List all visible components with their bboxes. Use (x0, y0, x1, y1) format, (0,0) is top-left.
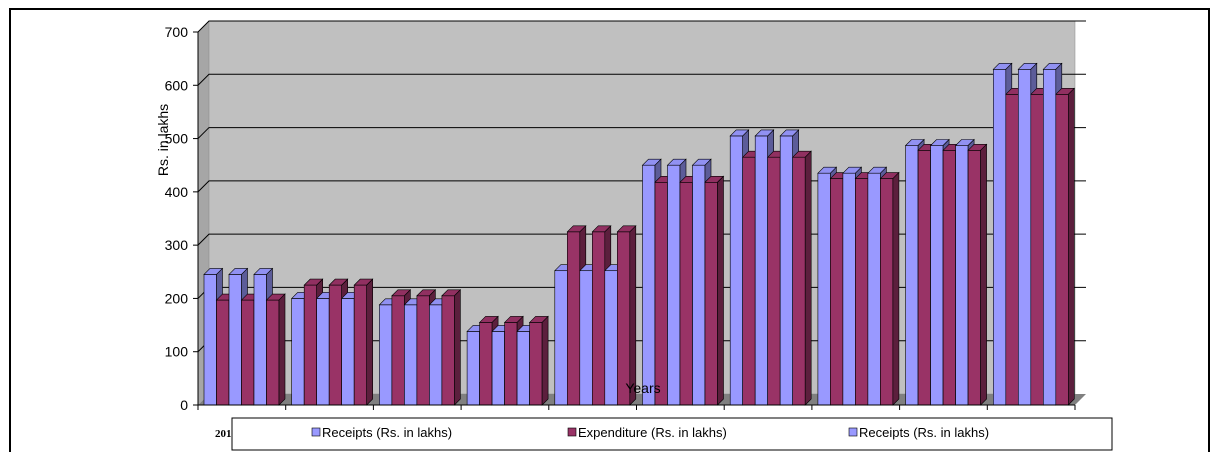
bar (441, 289, 462, 406)
bar (265, 293, 286, 406)
legend-entry: Receipts (Rs. in lakhs) (311, 425, 452, 440)
y-tick-label: 600 (165, 77, 189, 93)
y-tick-label: 700 (165, 24, 189, 40)
y-tick-label: 100 (165, 344, 189, 360)
legend-entry: Expenditure (Rs. in lakhs) (567, 425, 727, 440)
y-tick-label: 500 (165, 131, 189, 147)
bar (967, 143, 988, 406)
y-tick-label: 0 (180, 397, 188, 413)
legend-swatch (848, 427, 858, 437)
legend-swatch (567, 427, 577, 437)
bar (528, 315, 549, 406)
legend-label: Expenditure (Rs. in lakhs) (578, 425, 727, 440)
legend: Receipts (Rs. in lakhs) Expenditure (Rs. … (231, 417, 1113, 451)
bar (791, 150, 812, 406)
legend-swatch (311, 427, 321, 437)
legend-label: Receipts (Rs. in lakhs) (859, 425, 989, 440)
legend-entry: Receipts (Rs. in lakhs) (848, 425, 989, 440)
x-axis-label: Years (625, 380, 660, 396)
y-tick-label: 400 (165, 184, 189, 200)
bar (704, 175, 725, 406)
bar (353, 278, 374, 406)
gridline (197, 20, 1086, 33)
bar (1055, 87, 1076, 406)
x-tick-label-partial: 201 (215, 428, 232, 440)
gridline (197, 73, 1086, 86)
bar (616, 225, 637, 406)
gridline (197, 127, 1086, 139)
y-axis-label: Rs. in lakhs (155, 104, 171, 176)
bar (879, 171, 900, 406)
y-tick-label: 300 (165, 237, 189, 253)
y-tick-label: 200 (165, 290, 189, 306)
legend-label: Receipts (Rs. in lakhs) (322, 425, 452, 440)
